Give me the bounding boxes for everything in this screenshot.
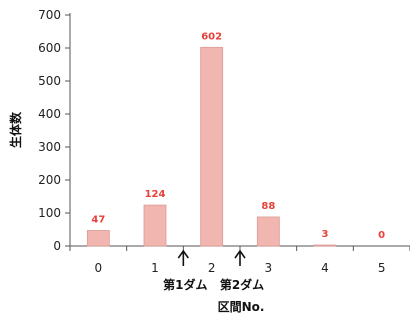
bar-4 xyxy=(313,244,337,247)
y-tick-label: 400 xyxy=(38,107,61,121)
y-tick-label: 500 xyxy=(38,74,61,88)
dam-arrow-head-1 xyxy=(177,249,189,259)
dam-arrow-head-2 xyxy=(234,249,246,259)
x-tick-label-2: 2 xyxy=(208,261,216,275)
x-axis-title: 区間No. xyxy=(218,300,265,314)
y-tick-label: 700 xyxy=(38,8,61,22)
y-axis-title: 生体数 xyxy=(8,111,23,148)
y-tick-label: 200 xyxy=(38,173,61,187)
dam-label-1: 第1ダム xyxy=(163,277,207,292)
bar-0 xyxy=(86,230,110,247)
x-tick-label-5: 5 xyxy=(378,261,386,275)
bar-1 xyxy=(143,204,167,247)
data-label-3: 88 xyxy=(261,201,275,212)
y-tick-label: 0 xyxy=(53,239,61,253)
y-tick-label: 600 xyxy=(38,41,61,55)
data-label-2: 602 xyxy=(201,31,222,42)
bar-2 xyxy=(200,46,224,247)
x-tick-label-1: 1 xyxy=(151,261,159,275)
y-tick-label: 100 xyxy=(38,206,61,220)
y-tick-label: 300 xyxy=(38,140,61,154)
data-label-0: 47 xyxy=(91,214,105,225)
data-label-5: 0 xyxy=(378,230,385,241)
x-tick-label-3: 3 xyxy=(265,261,273,275)
data-label-4: 3 xyxy=(322,229,329,240)
x-tick-label-4: 4 xyxy=(321,261,329,275)
dam-label-2: 第2ダム xyxy=(220,277,264,292)
bar-3 xyxy=(256,216,280,247)
data-label-1: 124 xyxy=(145,189,166,200)
x-tick-label-0: 0 xyxy=(95,261,103,275)
